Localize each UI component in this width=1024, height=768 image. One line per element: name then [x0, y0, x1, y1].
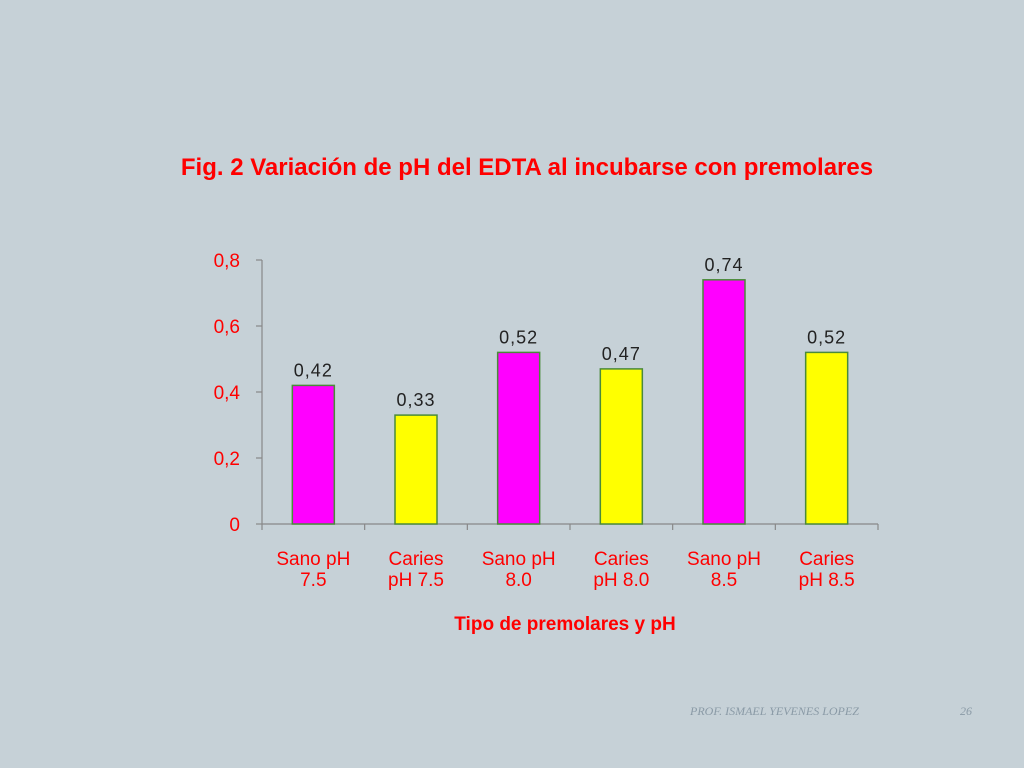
page-number: 26: [960, 704, 972, 718]
bar-value-label: 0,33: [396, 390, 435, 410]
bar: [496, 351, 541, 525]
value-labels: 0,42 0,33 0,52 0,47 0,74 0,52: [294, 255, 846, 410]
bar-value-label: 0,42: [294, 360, 333, 380]
x-category-label: Sano pH 8.5: [687, 549, 761, 591]
footer-author: PROF. ISMAEL YEVENES LOPEZ: [690, 704, 859, 718]
bar: [394, 414, 438, 525]
bar: [804, 351, 849, 525]
bars: [291, 279, 849, 525]
x-category-label: Caries pH 7.5: [388, 549, 444, 591]
category-labels: Sano pH 7.5 Caries pH 7.5 Sano pH 8.0 Caries pH…: [276, 549, 854, 591]
bar: [599, 368, 644, 525]
y-tick-label: 0,6: [214, 317, 240, 338]
y-axis: 0 0,2 0,4 0,6 0,8: [214, 251, 263, 536]
y-tick-label: 0,8: [214, 251, 240, 272]
x-category-label: Sano pH 7.5: [276, 549, 350, 591]
y-tick-label: 0,2: [214, 449, 240, 470]
x-axis: [261, 523, 879, 530]
x-category-label: Caries pH 8.5: [799, 549, 855, 591]
chart-title: Fig. 2 Variación de pH del EDTA al incub…: [180, 154, 874, 181]
bar: [291, 384, 336, 525]
y-tick-label: 0: [229, 515, 240, 536]
y-tick-label: 0,4: [214, 383, 241, 404]
bar-value-label: 0,47: [602, 344, 641, 364]
bar-value-label: 0,74: [704, 255, 743, 275]
x-category-label: Caries pH 8.0: [593, 549, 649, 591]
x-category-label: Sano pH 8.0: [482, 549, 556, 591]
bar-value-label: 0,52: [499, 327, 538, 347]
x-axis-title: Tipo de premolares y pH: [454, 614, 675, 635]
bar-value-label: 0,52: [807, 327, 846, 347]
bar: [702, 279, 746, 525]
